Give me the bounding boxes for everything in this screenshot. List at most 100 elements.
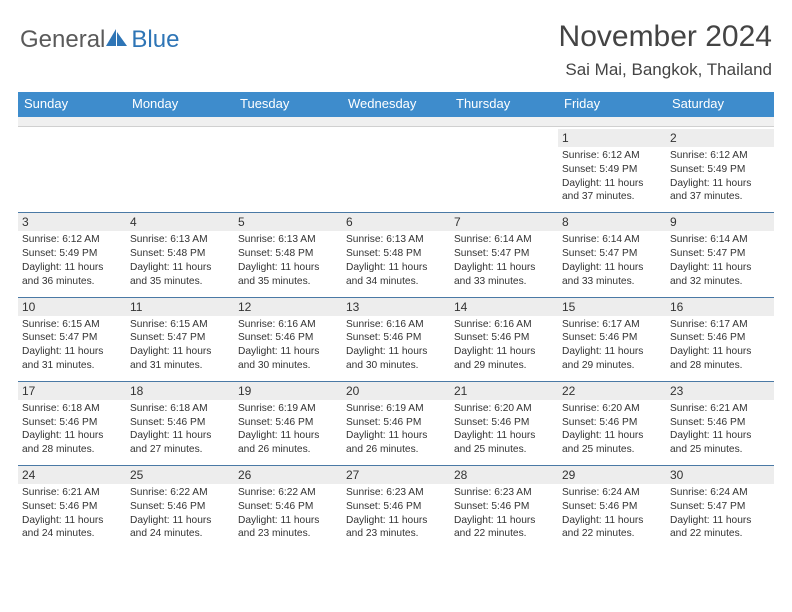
daylight-text: Daylight: 11 hours and 30 minutes. bbox=[238, 345, 338, 373]
day-number: 11 bbox=[126, 297, 234, 316]
day-number: 6 bbox=[342, 212, 450, 231]
day-number: 19 bbox=[234, 381, 342, 400]
sunset-text: Sunset: 5:46 PM bbox=[238, 416, 338, 430]
empty-cell: . bbox=[234, 127, 342, 210]
sunset-text: Sunset: 5:47 PM bbox=[670, 247, 770, 261]
day-cell: 23Sunrise: 6:21 AMSunset: 5:46 PMDayligh… bbox=[666, 379, 774, 463]
daylight-text: Daylight: 11 hours and 28 minutes. bbox=[670, 345, 770, 373]
day-cell: 16Sunrise: 6:17 AMSunset: 5:46 PMDayligh… bbox=[666, 295, 774, 379]
daylight-text: Daylight: 11 hours and 22 minutes. bbox=[670, 514, 770, 542]
weekday-header: Thursday bbox=[450, 92, 558, 117]
sunrise-text: Sunrise: 6:13 AM bbox=[346, 233, 446, 247]
sunrise-text: Sunrise: 6:14 AM bbox=[670, 233, 770, 247]
sunset-text: Sunset: 5:46 PM bbox=[130, 500, 230, 514]
day-cell: 8Sunrise: 6:14 AMSunset: 5:47 PMDaylight… bbox=[558, 210, 666, 294]
daylight-text: Daylight: 11 hours and 31 minutes. bbox=[130, 345, 230, 373]
weekday-header: Sunday bbox=[18, 92, 126, 117]
sunset-text: Sunset: 5:46 PM bbox=[562, 416, 662, 430]
day-number: 23 bbox=[666, 381, 774, 400]
weekday-header: Monday bbox=[126, 92, 234, 117]
sunrise-text: Sunrise: 6:14 AM bbox=[562, 233, 662, 247]
sunset-text: Sunset: 5:46 PM bbox=[670, 331, 770, 345]
sunset-text: Sunset: 5:48 PM bbox=[346, 247, 446, 261]
daylight-text: Daylight: 11 hours and 35 minutes. bbox=[238, 261, 338, 289]
sunset-text: Sunset: 5:47 PM bbox=[562, 247, 662, 261]
day-cell: 28Sunrise: 6:23 AMSunset: 5:46 PMDayligh… bbox=[450, 463, 558, 547]
sunset-text: Sunset: 5:46 PM bbox=[22, 500, 122, 514]
empty-cell: . bbox=[450, 127, 558, 210]
sunset-text: Sunset: 5:46 PM bbox=[22, 416, 122, 430]
sunset-text: Sunset: 5:48 PM bbox=[238, 247, 338, 261]
sunrise-text: Sunrise: 6:13 AM bbox=[238, 233, 338, 247]
sunrise-text: Sunrise: 6:15 AM bbox=[130, 318, 230, 332]
day-number: 24 bbox=[18, 465, 126, 484]
daylight-text: Daylight: 11 hours and 26 minutes. bbox=[238, 429, 338, 457]
sunset-text: Sunset: 5:47 PM bbox=[130, 331, 230, 345]
day-number: 10 bbox=[18, 297, 126, 316]
day-cell: 14Sunrise: 6:16 AMSunset: 5:46 PMDayligh… bbox=[450, 295, 558, 379]
daylight-text: Daylight: 11 hours and 24 minutes. bbox=[22, 514, 122, 542]
sunrise-text: Sunrise: 6:16 AM bbox=[238, 318, 338, 332]
daylight-text: Daylight: 11 hours and 22 minutes. bbox=[454, 514, 554, 542]
sunrise-text: Sunrise: 6:13 AM bbox=[130, 233, 230, 247]
sunrise-text: Sunrise: 6:20 AM bbox=[562, 402, 662, 416]
day-cell: 22Sunrise: 6:20 AMSunset: 5:46 PMDayligh… bbox=[558, 379, 666, 463]
day-cell: 2Sunrise: 6:12 AMSunset: 5:49 PMDaylight… bbox=[666, 127, 774, 210]
day-number: 27 bbox=[342, 465, 450, 484]
day-number: 29 bbox=[558, 465, 666, 484]
week-row: .....1Sunrise: 6:12 AMSunset: 5:49 PMDay… bbox=[18, 127, 774, 210]
daylight-text: Daylight: 11 hours and 30 minutes. bbox=[346, 345, 446, 373]
sunset-text: Sunset: 5:46 PM bbox=[562, 500, 662, 514]
sunset-text: Sunset: 5:46 PM bbox=[670, 416, 770, 430]
sunset-text: Sunset: 5:46 PM bbox=[346, 500, 446, 514]
day-number: 2 bbox=[666, 129, 774, 147]
day-number: 18 bbox=[126, 381, 234, 400]
sunrise-text: Sunrise: 6:23 AM bbox=[346, 486, 446, 500]
subheader-strip bbox=[18, 117, 774, 127]
weekday-header: Tuesday bbox=[234, 92, 342, 117]
sunset-text: Sunset: 5:46 PM bbox=[130, 416, 230, 430]
sunset-text: Sunset: 5:46 PM bbox=[238, 331, 338, 345]
sunrise-text: Sunrise: 6:12 AM bbox=[22, 233, 122, 247]
sunrise-text: Sunrise: 6:14 AM bbox=[454, 233, 554, 247]
sunrise-text: Sunrise: 6:18 AM bbox=[130, 402, 230, 416]
sunrise-text: Sunrise: 6:20 AM bbox=[454, 402, 554, 416]
weekday-header: Wednesday bbox=[342, 92, 450, 117]
daylight-text: Daylight: 11 hours and 33 minutes. bbox=[454, 261, 554, 289]
daylight-text: Daylight: 11 hours and 34 minutes. bbox=[346, 261, 446, 289]
day-cell: 6 Sunrise: 6:13 AMSunset: 5:48 PMDaylight… bbox=[342, 210, 450, 294]
weekday-header: Friday bbox=[558, 92, 666, 117]
daylight-text: Daylight: 11 hours and 24 minutes. bbox=[130, 514, 230, 542]
daylight-text: Daylight: 11 hours and 27 minutes. bbox=[130, 429, 230, 457]
empty-cell: . bbox=[126, 127, 234, 210]
day-cell: 17Sunrise: 6:18 AMSunset: 5:46 PMDayligh… bbox=[18, 379, 126, 463]
day-number: 20 bbox=[342, 381, 450, 400]
daylight-text: Daylight: 11 hours and 37 minutes. bbox=[562, 177, 662, 205]
day-cell: 1Sunrise: 6:12 AMSunset: 5:49 PMDaylight… bbox=[558, 127, 666, 210]
brand-text-1: General bbox=[20, 26, 105, 54]
day-cell: 19Sunrise: 6:19 AMSunset: 5:46 PMDayligh… bbox=[234, 379, 342, 463]
day-number: 21 bbox=[450, 381, 558, 400]
sail-icon bbox=[106, 26, 128, 54]
daylight-text: Daylight: 11 hours and 25 minutes. bbox=[670, 429, 770, 457]
day-number: 7 bbox=[450, 212, 558, 231]
sunrise-text: Sunrise: 6:12 AM bbox=[670, 149, 770, 163]
day-cell: 7 Sunrise: 6:14 AMSunset: 5:47 PMDaylight… bbox=[450, 210, 558, 294]
sunset-text: Sunset: 5:46 PM bbox=[454, 416, 554, 430]
day-cell: 18 Sunrise: 6:18 AMSunset: 5:46 PMDayligh… bbox=[126, 379, 234, 463]
daylight-text: Daylight: 11 hours and 31 minutes. bbox=[22, 345, 122, 373]
day-number: 28 bbox=[450, 465, 558, 484]
title-block: November 2024 Sai Mai, Bangkok, Thailand bbox=[559, 20, 772, 80]
day-number: 14 bbox=[450, 297, 558, 316]
day-cell: 20Sunrise: 6:19 AMSunset: 5:46 PMDayligh… bbox=[342, 379, 450, 463]
daylight-text: Daylight: 11 hours and 26 minutes. bbox=[346, 429, 446, 457]
day-number: 3 bbox=[18, 212, 126, 231]
sunset-text: Sunset: 5:47 PM bbox=[454, 247, 554, 261]
daylight-text: Daylight: 11 hours and 35 minutes. bbox=[130, 261, 230, 289]
sunset-text: Sunset: 5:47 PM bbox=[670, 500, 770, 514]
daylight-text: Daylight: 11 hours and 37 minutes. bbox=[670, 177, 770, 205]
header-block: General Blue November 2024 Sai Mai, Bang… bbox=[0, 0, 792, 84]
day-cell: 21Sunrise: 6:20 AMSunset: 5:46 PMDayligh… bbox=[450, 379, 558, 463]
daylight-text: Daylight: 11 hours and 23 minutes. bbox=[238, 514, 338, 542]
sunrise-text: Sunrise: 6:15 AM bbox=[22, 318, 122, 332]
